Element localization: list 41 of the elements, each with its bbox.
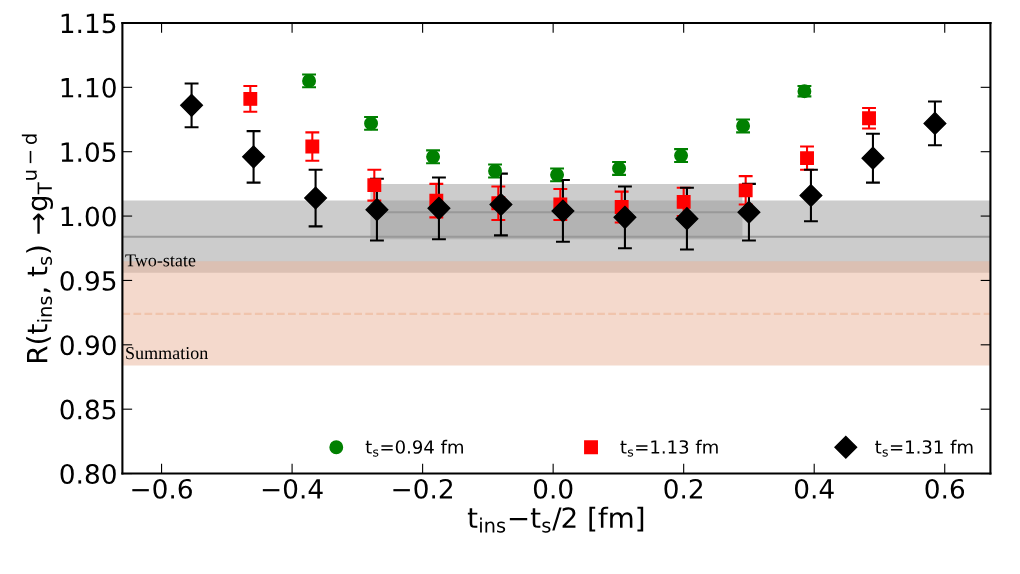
- x-tick-label: −0.4: [262, 478, 323, 499]
- y-tick-label: 0.85: [60, 399, 116, 420]
- point: [365, 198, 389, 222]
- point: [737, 200, 761, 224]
- point: [427, 196, 451, 220]
- point: [676, 194, 691, 209]
- legend-label: t$_{s}$=1.31 fm: [875, 439, 973, 457]
- point: [799, 183, 823, 207]
- band-label: Two-state: [125, 254, 196, 267]
- legend-label: t$_{s}$=1.13 fm: [620, 439, 718, 457]
- point: [243, 91, 258, 106]
- y-tick-label: 0.80: [60, 463, 116, 484]
- point: [738, 183, 753, 198]
- point: [613, 205, 637, 229]
- x-axis-title: t$_{ins}$−t$_{s}$/2 [fm]: [467, 506, 644, 533]
- point: [551, 199, 575, 223]
- y-tick-label: 1.05: [61, 142, 116, 163]
- x-tick-label: −0.6: [132, 478, 192, 499]
- band-label: Summation: [126, 347, 208, 360]
- x-tick-label: 0.4: [794, 478, 834, 499]
- point: [862, 111, 876, 126]
- point: [861, 146, 885, 170]
- y-axis-title: R(t$_{ins}$, t$_{s}$) →g$_{T}$$^{u−d}$: [21, 134, 54, 362]
- point: [367, 178, 382, 193]
- x-tick-label: 0.6: [925, 478, 965, 499]
- y-tick-label: 0.95: [60, 270, 116, 291]
- point: [180, 93, 204, 117]
- point: [304, 186, 328, 210]
- x-tick-label: 0.2: [664, 478, 703, 499]
- point: [923, 111, 947, 135]
- point: [305, 139, 320, 154]
- y-tick-label: 1.10: [61, 77, 116, 98]
- legend-label: t$_{s}$=0.94 fm: [365, 439, 463, 457]
- x-tick-label: 0.0: [533, 478, 573, 499]
- point: [675, 207, 699, 231]
- point: [800, 151, 814, 166]
- y-tick-label: 1.15: [61, 13, 116, 34]
- x-tick-label: −0.2: [393, 478, 453, 499]
- point: [242, 145, 266, 169]
- y-tick-label: 1.00: [61, 206, 116, 227]
- y-tick-label: 0.90: [60, 335, 116, 356]
